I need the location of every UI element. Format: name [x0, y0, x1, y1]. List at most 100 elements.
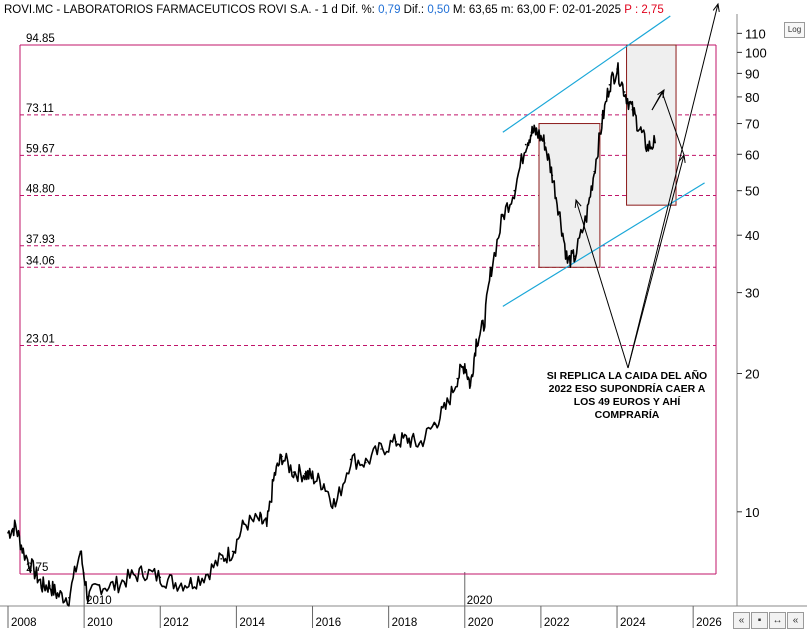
price-point [68, 596, 70, 599]
price-point [566, 261, 569, 263]
y-tick-label: 90 [745, 66, 759, 81]
x-secondary-label: 2010 [86, 595, 112, 607]
price-point [349, 458, 352, 461]
projected-arrow-head [657, 88, 665, 98]
price-point [79, 550, 82, 553]
chart-annotation: SI REPLICA LA CAIDA DEL AÑO 2022 ESO SUP… [524, 370, 730, 422]
price-point [463, 362, 466, 365]
price-point [87, 596, 89, 599]
price-point [639, 128, 641, 131]
price-point [536, 131, 538, 134]
level-label: 73.11 [26, 103, 54, 115]
level-label: 48.80 [26, 184, 55, 196]
level-label: 59.67 [26, 143, 55, 155]
arrow-up-projection [627, 3, 719, 369]
price-point [33, 571, 36, 573]
price-point [475, 340, 477, 343]
price-point [231, 550, 234, 553]
annotation-line-4: COMPRARÍA [594, 409, 660, 421]
scroll-left-icon[interactable]: « [787, 612, 804, 629]
price-point [593, 170, 595, 173]
annotation-line-3: LOS 49 EUROS Y AHÍ [573, 396, 681, 408]
price-point [129, 576, 131, 579]
date-label: F: 02-01-2025 [548, 4, 622, 16]
price-point [98, 585, 101, 587]
price-point [543, 142, 546, 144]
annotation-line-1: SI REPLICA LA CAIDA DEL AÑO [546, 370, 708, 382]
price-point [559, 215, 561, 217]
x-tick-label: 2010 [87, 617, 113, 629]
dif-label: Dif.: [403, 4, 425, 16]
price-point [292, 471, 295, 473]
annotation-line-2: 2022 ESO SUPONDRÍA CAER A [548, 383, 706, 395]
x-secondary-label: 2020 [467, 595, 493, 607]
price-point [585, 215, 588, 217]
price-point [623, 91, 626, 93]
x-tick-label: 2016 [316, 617, 342, 629]
price-point [616, 68, 618, 70]
price-point [490, 266, 493, 269]
price-point [41, 585, 44, 587]
scroll-right-icon[interactable]: ↔ [769, 612, 786, 629]
y-tick-label: 30 [745, 286, 759, 301]
price-point [395, 441, 398, 443]
price-point [334, 505, 337, 507]
y-tick-label: 10 [745, 505, 759, 520]
chart-header: ROVI.MC - LABORATORIOS FARMACEUTICOS ROV… [4, 2, 664, 18]
price-point [418, 443, 420, 446]
price-point [144, 571, 146, 573]
price-point [243, 523, 245, 525]
y-tick-label: 70 [745, 117, 759, 132]
dif-value: 0,50 [427, 4, 450, 16]
price-point [502, 215, 504, 217]
max-label: M: 63,65 [452, 4, 498, 16]
price-point [524, 143, 527, 146]
x-tick-label: 2008 [11, 617, 37, 629]
price-point [513, 189, 516, 192]
price-point [113, 585, 116, 587]
zoom-out-icon[interactable]: « [733, 612, 750, 629]
x-tick-label: 2024 [620, 617, 646, 629]
price-point [406, 438, 409, 440]
price-point [530, 131, 533, 134]
price-point [654, 141, 656, 144]
price-point [281, 455, 283, 458]
x-tick-label: 2012 [163, 617, 189, 629]
arrow-to-2022-low [575, 199, 629, 369]
price-point [311, 476, 314, 478]
price-point [433, 423, 436, 426]
price-point [456, 377, 458, 380]
price-point [14, 525, 17, 528]
price-point [365, 461, 367, 464]
price-point [574, 255, 576, 258]
y-tick-label: 80 [745, 90, 759, 105]
save-icon[interactable]: ▪ [751, 612, 768, 629]
p-label: P : 2,75 [624, 4, 664, 16]
price-point [22, 550, 25, 553]
price-series-line [7, 62, 656, 607]
price-point [631, 108, 634, 111]
range-box [626, 44, 677, 206]
x-tick-label: 2020 [468, 617, 494, 629]
log-scale-button[interactable]: Log [784, 22, 805, 38]
price-point [266, 525, 268, 528]
price-point [205, 573, 207, 576]
price-point [273, 474, 276, 477]
price-point [608, 84, 611, 86]
y-tick-label: 50 [745, 184, 759, 199]
price-point [380, 448, 382, 450]
level-label: 23.01 [26, 334, 55, 346]
x-tick-label: 2022 [544, 617, 570, 629]
arrow-up-projection-head [712, 2, 720, 12]
price-point [601, 122, 603, 125]
level-label: 94.85 [26, 33, 55, 45]
y-tick-label: 110 [745, 26, 766, 41]
arrow-to-target [627, 154, 685, 369]
price-point [258, 519, 261, 521]
y-tick-label: 20 [745, 367, 759, 382]
price-point [159, 576, 162, 579]
price-point [304, 472, 306, 475]
price-point [174, 582, 177, 584]
